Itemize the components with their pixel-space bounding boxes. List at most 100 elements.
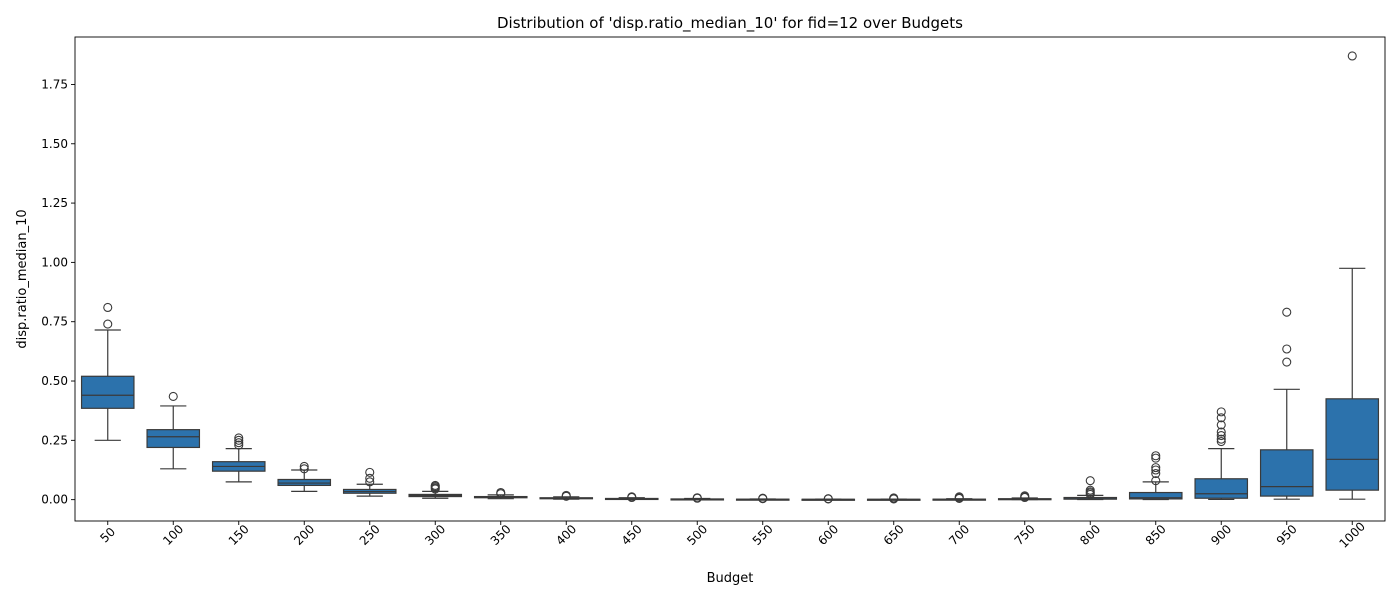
box-250 (342, 467, 397, 497)
x-tick-label: 300 (422, 522, 448, 548)
x-tick-label: 650 (881, 522, 907, 548)
outlier-point (299, 464, 309, 474)
box-1000 (1325, 51, 1380, 500)
chart-title: Distribution of 'disp.ratio_median_10' f… (497, 14, 963, 33)
box-50 (80, 302, 135, 441)
outlier-point (1085, 476, 1095, 486)
outlier-point (1151, 463, 1161, 473)
outlier-point (1216, 436, 1226, 447)
outlier-point (1151, 465, 1161, 475)
outlier-point (234, 438, 244, 448)
outlier-point (627, 492, 637, 502)
x-tick-label: 50 (97, 525, 118, 546)
x-tick-label: 500 (684, 522, 710, 548)
outlier-point (1020, 491, 1030, 501)
outlier-point (1282, 357, 1292, 367)
outlier-point (692, 493, 702, 503)
y-tick-label: 0.25 (41, 433, 68, 447)
plot-area-frame (74, 36, 1386, 522)
iqr-box (146, 429, 201, 449)
outlier-point (299, 461, 309, 471)
box-100 (146, 391, 201, 470)
box-500 (670, 493, 725, 503)
outlier-point (1151, 476, 1161, 486)
outlier-point (1151, 453, 1161, 463)
box-650 (866, 493, 921, 504)
outlier-point (889, 493, 899, 503)
outlier-point (365, 473, 375, 483)
y-tick-label: 1.00 (41, 255, 68, 269)
box-150 (211, 433, 266, 483)
x-tick-label: 900 (1208, 522, 1234, 548)
y-tick-label: 0.75 (41, 315, 68, 329)
x-tick-label: 550 (750, 522, 776, 548)
outlier-point (234, 435, 244, 445)
x-axis: 50 100 150 200 250 300 350 400 450 500 550 600 650 70… (97, 519, 1368, 550)
x-tick-label: 100 (160, 522, 186, 548)
x-tick-label: 250 (357, 522, 383, 548)
x-tick-label: 950 (1274, 522, 1300, 548)
box-series (80, 51, 1380, 504)
x-tick-label: 450 (619, 522, 645, 548)
iqr-box (1259, 449, 1314, 497)
outlier-point (365, 467, 375, 477)
box-950 (1259, 307, 1314, 500)
outlier-point (1216, 434, 1226, 444)
outlier-point (168, 391, 178, 401)
box-800 (1063, 476, 1118, 501)
iqr-box (1325, 398, 1380, 491)
outlier-point (365, 477, 375, 487)
x-tick-label: 200 (291, 522, 317, 548)
box-850 (1128, 451, 1183, 501)
outlier-point (103, 319, 113, 329)
x-tick-label: 600 (815, 522, 841, 548)
y-tick-label: 1.75 (41, 77, 68, 91)
outlier-point (1216, 431, 1226, 441)
outlier-point (1282, 307, 1292, 317)
outlier-point (954, 492, 964, 502)
box-400 (539, 490, 594, 501)
x-tick-label: 850 (1143, 522, 1169, 548)
outlier-point (234, 440, 244, 450)
box-600 (801, 494, 856, 504)
box-550 (735, 493, 790, 504)
y-tick-label: 0.00 (41, 493, 68, 507)
box-700 (932, 492, 987, 504)
outlier-point (1151, 451, 1161, 461)
outlier-point (430, 480, 440, 490)
box-900 (1194, 407, 1249, 501)
iqr-box (80, 375, 135, 409)
outlier-point (561, 490, 571, 500)
outlier-point (758, 493, 768, 503)
outlier-point (1085, 485, 1095, 495)
outlier-point (1216, 420, 1226, 430)
outlier-point (1151, 468, 1161, 479)
outlier-point (1216, 413, 1226, 423)
x-tick-label: 750 (1012, 522, 1038, 548)
outlier-point (1216, 427, 1226, 437)
x-tick-label: 350 (488, 522, 514, 548)
y-tick-label: 1.25 (41, 196, 68, 210)
x-tick-label: 800 (1077, 522, 1103, 548)
x-tick-label: 1000 (1337, 519, 1368, 550)
x-tick-label: 150 (226, 522, 252, 548)
box-200 (277, 461, 332, 492)
box-450 (604, 492, 659, 503)
outlier-point (103, 302, 113, 313)
outlier-point (823, 494, 833, 504)
outlier-point (1282, 344, 1292, 354)
x-tick-label: 400 (553, 522, 579, 548)
iqr-box (1128, 491, 1183, 500)
y-axis: 0.00 0.25 0.50 0.75 1.00 1.25 1.50 1.75 (41, 77, 75, 507)
outlier-point (1216, 407, 1226, 417)
iqr-box (1194, 478, 1249, 499)
box-350 (473, 487, 528, 500)
outlier-point (496, 487, 506, 498)
box-750 (997, 491, 1052, 503)
y-tick-label: 1.50 (41, 137, 68, 151)
y-tick-label: 0.50 (41, 374, 68, 388)
x-tick-label: 700 (946, 522, 972, 548)
outlier-point (1347, 51, 1357, 61)
box-300 (408, 480, 463, 499)
